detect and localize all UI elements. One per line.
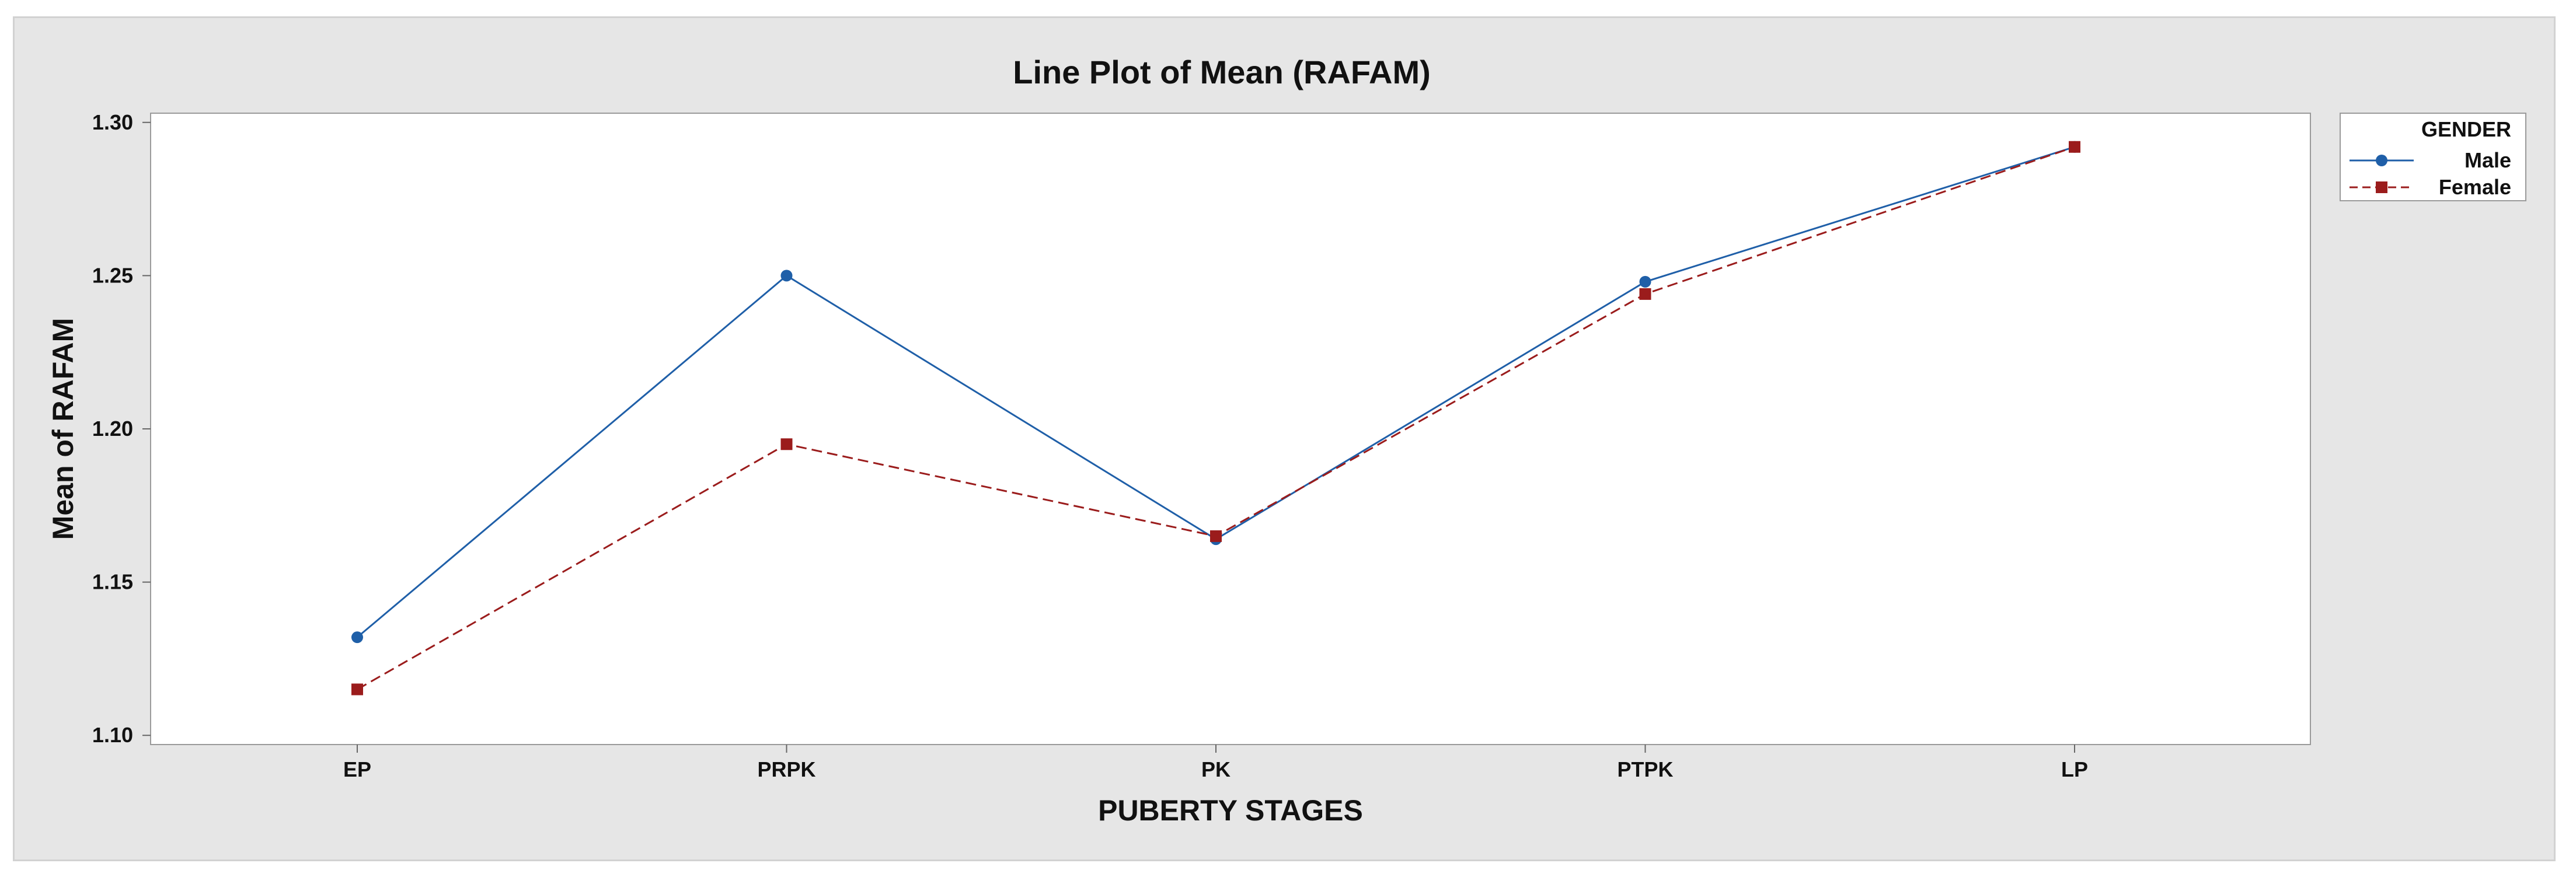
y-tick-label: 1.25 <box>92 263 133 287</box>
male-legend-label: Male <box>2465 148 2511 172</box>
line-chart: Line Plot of Mean (RAFAM) 1.101.151.201.… <box>47 54 2526 827</box>
legend-title: GENDER <box>2421 117 2511 141</box>
female-data-point <box>780 438 793 450</box>
female-legend-marker <box>2376 181 2387 193</box>
female-data-point <box>351 683 363 696</box>
x-tick-label: PRPK <box>757 757 815 781</box>
x-tick-label: EP <box>343 757 371 781</box>
chart-frame: Line Plot of Mean (RAFAM) 1.10 1.15 1.20 1.… <box>13 16 2556 861</box>
y-axis-label: Mean of RAFAM <box>47 318 79 540</box>
y-tick-label: 1.10 <box>92 723 133 747</box>
plot-area <box>150 113 2311 745</box>
x-tick-label: PTPK <box>1617 757 1673 781</box>
x-axis-label: PUBERTY STAGES <box>1098 794 1363 827</box>
chart-title: Line Plot of Mean (RAFAM) <box>1013 54 1431 90</box>
y-tick-label: 1.30 <box>92 110 133 134</box>
y-tick-label: 1.20 <box>92 417 133 441</box>
female-data-point <box>1639 288 1651 300</box>
female-legend-label: Female <box>2439 175 2511 199</box>
x-tick-label: LP <box>2061 757 2088 781</box>
x-axis: EP PRPK PK PTPK LP <box>343 745 2088 781</box>
male-data-point <box>780 270 793 282</box>
male-legend-marker <box>2376 155 2387 166</box>
series-layer <box>351 141 2080 696</box>
female-data-point <box>2069 141 2080 153</box>
y-tick-label: 1.15 <box>92 570 133 594</box>
female-data-point <box>1210 530 1222 542</box>
legend-items: Male Female <box>2350 148 2511 199</box>
male-data-point <box>1639 275 1651 288</box>
legend-box <box>2340 113 2526 201</box>
x-tick-label: PK <box>1201 757 1231 781</box>
male-data-point <box>351 631 363 644</box>
y-axis: 1.10 1.15 1.20 1.25 1.30 <box>92 110 151 747</box>
legend: GENDER Male Female <box>2340 113 2526 201</box>
